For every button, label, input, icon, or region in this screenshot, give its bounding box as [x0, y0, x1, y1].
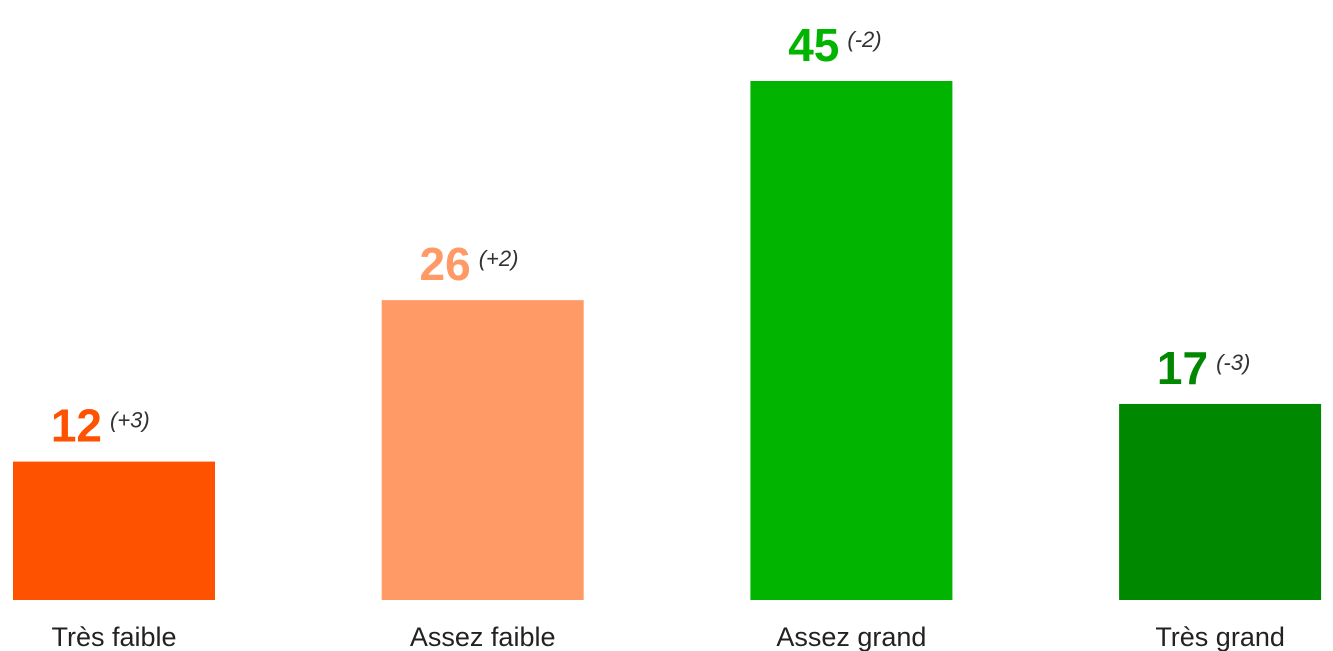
- category-label: Assez faible: [410, 622, 556, 651]
- value-label: 26: [420, 238, 471, 290]
- category-label: Très grand: [1155, 622, 1285, 651]
- bar: [381, 300, 584, 600]
- category-label: Assez grand: [776, 622, 926, 651]
- bar: [13, 461, 215, 600]
- change-label: (-3): [1216, 350, 1250, 375]
- category-label: Très faible: [51, 622, 176, 651]
- change-label: (+2): [479, 246, 519, 271]
- bar: [750, 81, 953, 600]
- change-label: (-2): [847, 27, 881, 52]
- change-label: (+3): [110, 408, 150, 433]
- value-label: 12: [51, 400, 102, 452]
- value-label: 17: [1157, 342, 1208, 394]
- bar: [1119, 403, 1322, 600]
- value-label: 45: [788, 19, 839, 71]
